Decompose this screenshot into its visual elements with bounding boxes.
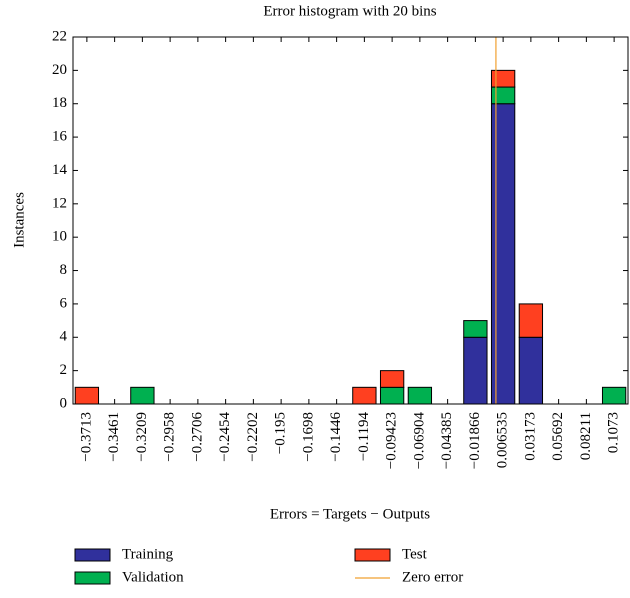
bar [74,386,100,405]
y-tick-label: 20 [52,62,67,78]
bar [490,86,516,105]
bar [463,336,488,405]
legend-label: Test [402,546,428,562]
bar [379,386,405,405]
y-tick-label: 6 [60,295,68,311]
chart-title: Error histogram with 20 bins [263,3,436,19]
y-axis-title: Instances [11,192,27,248]
y-tick-label: 18 [52,95,67,111]
y-tick-label: 16 [52,129,68,145]
bar [407,386,433,405]
y-tick-label: 0 [60,395,68,411]
y-tick-label: 22 [52,28,67,44]
y-tick-label: 2 [60,362,68,378]
y-tick-label: 4 [60,329,68,345]
legend-label: Validation [122,569,184,585]
legend-swatch [74,548,111,562]
x-tick-label: 0.03173 [522,412,538,461]
legend-swatch [74,571,111,585]
legend-swatch [354,548,391,562]
bar [601,386,627,405]
x-tick-label: 0.05692 [550,412,566,461]
x-tick-label: −0.1194 [356,412,372,462]
plot-frame [72,36,629,405]
x-tick-label: −0.2958 [162,412,178,462]
x-tick-label: −0.195 [273,412,289,454]
x-tick-label: −0.3713 [78,412,94,462]
bar [352,386,377,405]
bar [490,69,516,88]
x-tick-label: −0.1446 [328,412,344,462]
x-tick-label: −0.1698 [300,412,316,462]
legend-label: Zero error [402,569,463,585]
x-tick-label: −0.2202 [245,412,261,462]
y-tick-label: 12 [52,195,67,211]
bar [518,303,544,338]
bar [379,370,405,388]
bar [130,386,155,405]
y-tick-label: 8 [60,262,68,278]
x-tick-label: 0.08211 [578,412,594,460]
x-tick-label: 0.1073 [606,412,622,453]
x-tick-label: −0.3209 [134,412,150,462]
x-tick-label: −0.2706 [189,412,205,462]
x-tick-label: −0.04385 [439,412,455,469]
x-tick-label: −0.2454 [217,412,233,462]
x-tick-label: 0.006535 [495,412,511,468]
x-tick-label: −0.3461 [106,412,122,462]
y-tick-label: 14 [52,162,68,178]
bar [490,103,516,405]
x-tick-label: −0.09423 [384,412,400,469]
bar [518,336,544,405]
y-tick-label: 10 [52,229,67,245]
bar [463,320,488,338]
x-axis-title: Errors = Targets − Outputs [270,506,430,522]
x-tick-label: −0.01866 [467,412,483,470]
legend-label: Training [122,546,174,562]
x-tick-label: −0.06904 [411,412,427,470]
